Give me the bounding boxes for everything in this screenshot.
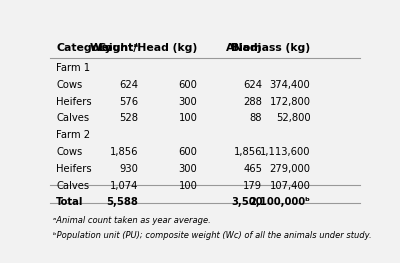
Text: Calves: Calves xyxy=(56,181,89,191)
Text: 3,500: 3,500 xyxy=(231,198,262,208)
Text: 528: 528 xyxy=(119,113,138,123)
Text: 279,000: 279,000 xyxy=(270,164,310,174)
Text: 1,074: 1,074 xyxy=(110,181,138,191)
Text: 624: 624 xyxy=(243,80,262,90)
Text: 88: 88 xyxy=(250,113,262,123)
Text: 930: 930 xyxy=(120,164,138,174)
Text: 465: 465 xyxy=(243,164,262,174)
Text: 52,800: 52,800 xyxy=(276,113,310,123)
Text: ᵇPopulation unit (PU); composite weight (Wc) of all the animals under study.: ᵇPopulation unit (PU); composite weight … xyxy=(53,231,372,240)
Text: 1,113,600: 1,113,600 xyxy=(260,147,310,157)
Text: Cows: Cows xyxy=(56,147,82,157)
Text: Countᵃ: Countᵃ xyxy=(97,43,138,53)
Text: 624: 624 xyxy=(119,80,138,90)
Text: 179: 179 xyxy=(243,181,262,191)
Text: ANadj: ANadj xyxy=(226,43,262,53)
Text: 107,400: 107,400 xyxy=(270,181,310,191)
Text: 300: 300 xyxy=(178,97,197,107)
Text: ᵃAnimal count taken as year average.: ᵃAnimal count taken as year average. xyxy=(53,216,211,225)
Text: Farm 1: Farm 1 xyxy=(56,63,90,73)
Text: 1,856: 1,856 xyxy=(110,147,138,157)
Text: 2,100,000ᵇ: 2,100,000ᵇ xyxy=(250,198,310,208)
Text: Farm 2: Farm 2 xyxy=(56,130,90,140)
Text: 600: 600 xyxy=(178,147,197,157)
Text: Biomass (kg): Biomass (kg) xyxy=(231,43,310,53)
Text: Category: Category xyxy=(56,43,112,53)
Text: Heifers: Heifers xyxy=(56,164,92,174)
Text: 300: 300 xyxy=(178,164,197,174)
Text: Cows: Cows xyxy=(56,80,82,90)
Text: Total: Total xyxy=(56,198,84,208)
Text: Heifers: Heifers xyxy=(56,97,92,107)
Text: 5,588: 5,588 xyxy=(106,198,138,208)
Text: 600: 600 xyxy=(178,80,197,90)
Text: 374,400: 374,400 xyxy=(270,80,310,90)
Text: 576: 576 xyxy=(119,97,138,107)
Text: 288: 288 xyxy=(244,97,262,107)
Text: Calves: Calves xyxy=(56,113,89,123)
Text: Weight/Head (kg): Weight/Head (kg) xyxy=(90,43,197,53)
Text: 100: 100 xyxy=(178,113,197,123)
Text: 1,856: 1,856 xyxy=(234,147,262,157)
Text: 172,800: 172,800 xyxy=(270,97,310,107)
Text: 100: 100 xyxy=(178,181,197,191)
